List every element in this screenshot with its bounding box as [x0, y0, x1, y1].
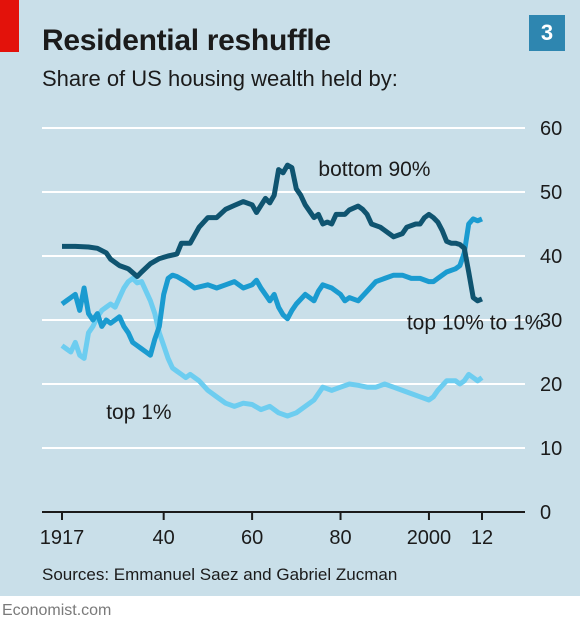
y-tick-label: 0: [540, 502, 551, 524]
line-chart: 0 10 20 30 40 50 60 1917 40 60 80 2000 12 bottom 90…: [40, 118, 563, 549]
series-label-top-1: top 1%: [106, 401, 171, 424]
series-label-bottom-90: bottom 90%: [318, 158, 430, 181]
y-tick-label: 20: [540, 374, 562, 396]
y-axis-ticks: 0 10 20 30 40 50 60: [540, 118, 562, 524]
source-note: Sources: Emmanuel Saez and Gabriel Zucma…: [42, 565, 398, 584]
series-line-bottom-90: [62, 162, 483, 304]
y-tick-label: 50: [540, 182, 562, 204]
series-line-top-1: [60, 275, 484, 419]
series-label-top-10-to-1: top 10% to 1%: [407, 312, 544, 335]
publisher-credit: Economist.com: [2, 602, 112, 619]
series-lines: [60, 162, 484, 419]
x-tick-label: 80: [329, 527, 351, 549]
chart-subtitle: Share of US housing wealth held by:: [42, 66, 398, 91]
y-tick-label: 60: [540, 118, 562, 140]
x-tick-label: 2000: [407, 527, 452, 549]
gridlines: [42, 127, 525, 449]
chart-title: Residential reshuffle: [42, 24, 331, 57]
y-tick-label: 40: [540, 246, 562, 268]
brand-red-tab: [0, 0, 19, 52]
x-tick-label: 60: [241, 527, 263, 549]
x-axis: 1917 40 60 80 2000 12: [40, 511, 525, 549]
x-tick-label: 1917: [40, 527, 85, 549]
series-line-top-10-to-1: [60, 216, 483, 358]
x-tick-label: 40: [153, 527, 175, 549]
x-tick-label: 12: [471, 527, 493, 549]
chart-panel: [0, 0, 580, 596]
y-tick-label: 30: [540, 310, 562, 332]
y-tick-label: 10: [540, 438, 562, 460]
chart-number-badge: 3: [529, 15, 565, 51]
series-labels: bottom 90% top 10% to 1% top 1%: [106, 158, 543, 424]
